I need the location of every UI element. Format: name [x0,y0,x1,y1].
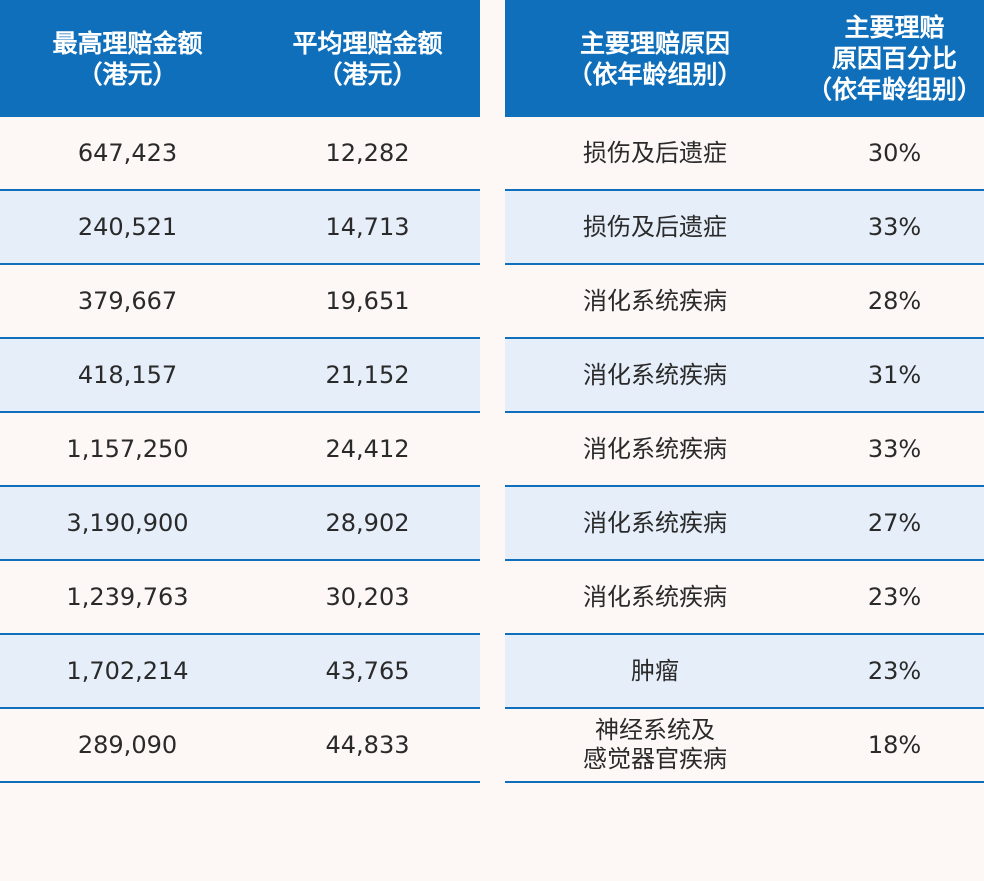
claims-cause-header: 主要理赔原因 （依年龄组别） 主要理赔 原因百分比 （依年龄组别） [505,0,984,117]
max-claim-cell: 240,521 [77,212,178,241]
table-row: 消化系统疾病 31% [505,339,984,413]
percent-cell: 33% [867,434,922,463]
header-avg-claim: 平均理赔金额 （港元） [292,28,443,89]
avg-claim-cell: 14,713 [325,212,410,241]
avg-claim-cell: 24,412 [325,434,410,463]
table-row: 神经系统及 感觉器官疾病 18% [505,709,984,783]
avg-claim-cell: 12,282 [325,138,410,167]
avg-claim-cell: 19,651 [325,286,410,315]
claims-cause-table: 主要理赔原因 （依年龄组别） 主要理赔 原因百分比 （依年龄组别） 损伤及后遗症… [505,0,984,783]
claims-amount-table: 最高理赔金额 （港元） 平均理赔金额 （港元） 647,423 12,282 2… [0,0,480,783]
table-row: 消化系统疾病 28% [505,265,984,339]
table-row: 647,423 12,282 [0,117,480,191]
table-row: 1,239,763 30,203 [0,561,480,635]
percent-cell: 33% [867,212,922,241]
table-row: 肿瘤 23% [505,635,984,709]
avg-claim-cell: 28,902 [325,508,410,537]
cause-cell: 肿瘤 [631,656,679,685]
table-row: 损伤及后遗症 30% [505,117,984,191]
percent-cell: 27% [867,508,922,537]
table-row: 3,190,900 28,902 [0,487,480,561]
table-row: 379,667 19,651 [0,265,480,339]
header-max-claim: 最高理赔金额 （港元） [52,28,203,89]
cause-cell: 消化系统疾病 [583,508,727,537]
percent-cell: 30% [867,138,922,167]
claims-amount-header: 最高理赔金额 （港元） 平均理赔金额 （港元） [0,0,480,117]
avg-claim-cell: 43,765 [325,656,410,685]
avg-claim-cell: 44,833 [325,730,410,759]
max-claim-cell: 1,239,763 [66,582,189,611]
table-row: 消化系统疾病 23% [505,561,984,635]
percent-cell: 23% [867,656,922,685]
table-row: 240,521 14,713 [0,191,480,265]
max-claim-cell: 289,090 [77,730,178,759]
table-row: 消化系统疾病 33% [505,413,984,487]
table-row: 消化系统疾病 27% [505,487,984,561]
avg-claim-cell: 30,203 [325,582,410,611]
table-row: 1,157,250 24,412 [0,413,480,487]
percent-cell: 23% [867,582,922,611]
table-row: 损伤及后遗症 33% [505,191,984,265]
max-claim-cell: 418,157 [77,360,178,389]
max-claim-cell: 3,190,900 [66,508,189,537]
table-row: 1,702,214 43,765 [0,635,480,709]
table-row: 418,157 21,152 [0,339,480,413]
cause-cell: 损伤及后遗症 [583,212,727,241]
cause-cell: 消化系统疾病 [583,582,727,611]
max-claim-cell: 1,702,214 [66,656,189,685]
avg-claim-cell: 21,152 [325,360,410,389]
max-claim-cell: 379,667 [77,286,178,315]
max-claim-cell: 647,423 [77,138,178,167]
header-cause-percent: 主要理赔 原因百分比 （依年龄组别） [806,13,982,104]
cause-cell: 消化系统疾病 [583,360,727,389]
cause-cell: 消化系统疾病 [583,434,727,463]
cause-cell: 神经系统及 感觉器官疾病 [583,716,727,773]
percent-cell: 31% [867,360,922,389]
header-main-cause: 主要理赔原因 （依年龄组别） [567,28,743,89]
percent-cell: 28% [867,286,922,315]
table-row: 289,090 44,833 [0,709,480,783]
cause-cell: 消化系统疾病 [583,286,727,315]
percent-cell: 18% [867,730,922,759]
cause-cell: 损伤及后遗症 [583,138,727,167]
max-claim-cell: 1,157,250 [66,434,189,463]
